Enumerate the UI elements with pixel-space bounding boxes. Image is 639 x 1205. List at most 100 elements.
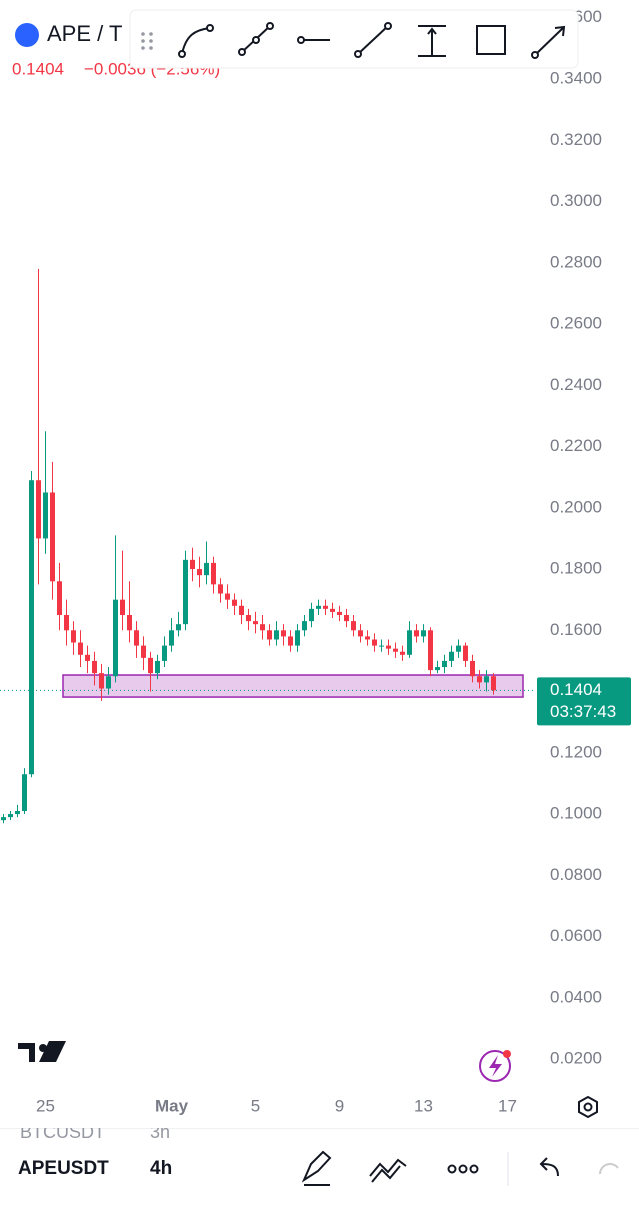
candle-body bbox=[15, 810, 20, 815]
x-tick-label: 13 bbox=[414, 1096, 433, 1115]
x-tick-label: 9 bbox=[335, 1096, 344, 1115]
candle-body bbox=[330, 608, 335, 612]
candle-body bbox=[8, 814, 13, 818]
candle-body bbox=[134, 630, 139, 646]
y-tick-label: 0.1600 bbox=[550, 620, 602, 639]
notification-dot bbox=[503, 1050, 511, 1058]
lightning-icon bbox=[489, 1055, 502, 1077]
candle-body bbox=[113, 599, 118, 677]
tool-trendline[interactable] bbox=[357, 25, 389, 55]
drag-handle bbox=[141, 32, 153, 50]
toolbar-bg bbox=[129, 9, 579, 69]
y-tick-label: 0.2800 bbox=[550, 252, 602, 271]
lightning-button[interactable] bbox=[479, 1050, 511, 1082]
x-tick-label: 25 bbox=[36, 1096, 55, 1115]
y-tick-label: 0.0600 bbox=[550, 926, 602, 945]
indicators-button[interactable] bbox=[369, 1158, 407, 1183]
candle-body bbox=[50, 492, 55, 582]
candle-body bbox=[267, 630, 272, 640]
candle-body bbox=[99, 673, 104, 689]
redo-button[interactable] bbox=[599, 1163, 619, 1175]
symbol-logo bbox=[15, 23, 39, 47]
candle-body bbox=[57, 581, 62, 615]
tool-arrow[interactable] bbox=[534, 25, 566, 56]
candle-body bbox=[421, 630, 426, 637]
draw-button[interactable] bbox=[301, 1150, 332, 1186]
candle-body bbox=[491, 676, 496, 691]
candle-body bbox=[281, 630, 286, 637]
candle-body bbox=[155, 660, 160, 674]
candle-body bbox=[309, 608, 314, 622]
drawing-toolbar bbox=[129, 9, 579, 69]
tv-logo-dot bbox=[39, 1044, 47, 1052]
tv-logo bbox=[18, 1041, 66, 1062]
candle-body bbox=[225, 593, 230, 600]
y-tick-label: 0.0400 bbox=[550, 987, 602, 1006]
candle-body bbox=[211, 562, 216, 585]
more-button[interactable] bbox=[447, 1164, 479, 1174]
candle-body bbox=[274, 630, 279, 640]
candle-body bbox=[176, 624, 181, 631]
candle-body bbox=[253, 621, 258, 625]
candle-body bbox=[358, 630, 363, 637]
candle-body bbox=[120, 599, 125, 615]
candle-body bbox=[127, 614, 132, 631]
settings-icon bbox=[583, 1102, 593, 1112]
candle-body bbox=[204, 562, 209, 576]
candle-body bbox=[162, 645, 167, 661]
candle-body bbox=[379, 645, 384, 647]
candle-body bbox=[190, 559, 195, 570]
candle-body bbox=[414, 630, 419, 637]
candle-body bbox=[484, 676, 489, 683]
y-tick-label: 0.1800 bbox=[550, 559, 602, 578]
undo-button[interactable] bbox=[539, 1157, 559, 1177]
y-tick-label: 0.3400 bbox=[550, 69, 602, 88]
candle-body bbox=[323, 605, 328, 609]
candle-body bbox=[260, 624, 265, 631]
interval[interactable]: 4h bbox=[150, 1158, 172, 1179]
candle-body bbox=[141, 645, 146, 658]
y-tick-label: 0.0800 bbox=[550, 865, 602, 884]
candle-body bbox=[477, 676, 482, 683]
clip-mask bbox=[0, 1120, 639, 1128]
price-label: 0.1404 bbox=[550, 680, 602, 699]
support-zone bbox=[62, 674, 524, 698]
candle-body bbox=[435, 667, 440, 671]
y-tick-label: 0.1200 bbox=[550, 742, 602, 761]
plot: 0.0200 0.0400 0.0600 0.0800 0.1000 0.1200 0.14… bbox=[0, 7, 631, 1115]
candle-body bbox=[43, 492, 48, 539]
tool-measure[interactable] bbox=[418, 25, 446, 57]
candle-body bbox=[239, 605, 244, 615]
y-tick-label: 0.1000 bbox=[550, 804, 602, 823]
candle-body bbox=[169, 630, 174, 646]
candle-body bbox=[85, 654, 90, 661]
candle-body bbox=[1, 817, 6, 821]
y-tick-label: 0.2000 bbox=[550, 497, 602, 516]
candle-body bbox=[407, 630, 412, 655]
candle-body bbox=[183, 559, 188, 625]
candle-body bbox=[288, 636, 293, 646]
candle-body bbox=[442, 660, 447, 668]
candle-body bbox=[344, 614, 349, 622]
candle-body bbox=[365, 636, 370, 640]
x-tick-label: 5 bbox=[251, 1096, 260, 1115]
y-tick-label: 0.2400 bbox=[550, 375, 602, 394]
candle-body bbox=[78, 642, 83, 655]
countdown: 03:37:43 bbox=[550, 702, 616, 721]
candle-body bbox=[372, 639, 377, 646]
candle-body bbox=[316, 605, 321, 609]
symbol: APE / T bbox=[47, 21, 122, 46]
y-tick-label: 0.2200 bbox=[550, 436, 602, 455]
y-tick-label: 0.2600 bbox=[550, 314, 602, 333]
y-tick-label: 0.0200 bbox=[550, 1049, 602, 1068]
candle-body bbox=[246, 614, 251, 622]
symbol-row[interactable]: APEUSDT bbox=[18, 1158, 109, 1179]
candle-body bbox=[470, 660, 475, 677]
price-label-bg bbox=[537, 677, 631, 726]
candle-body bbox=[232, 599, 237, 606]
settings-button[interactable] bbox=[578, 1095, 598, 1119]
tool-rect[interactable] bbox=[476, 25, 506, 55]
price: 0.1404 bbox=[12, 59, 64, 78]
